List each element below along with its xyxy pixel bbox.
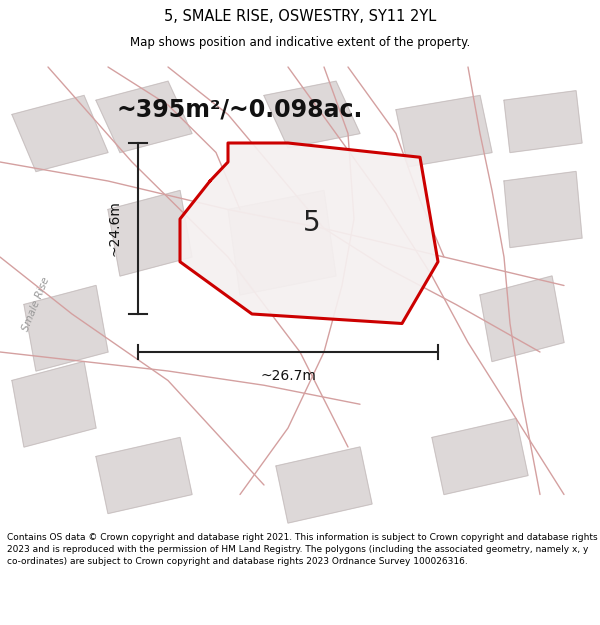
Text: 5, SMALE RISE, OSWESTRY, SY11 2YL: 5, SMALE RISE, OSWESTRY, SY11 2YL bbox=[164, 9, 436, 24]
Polygon shape bbox=[180, 143, 438, 324]
Polygon shape bbox=[396, 96, 492, 167]
Polygon shape bbox=[504, 171, 582, 248]
Text: ~26.7m: ~26.7m bbox=[260, 369, 316, 382]
Polygon shape bbox=[24, 286, 108, 371]
Text: Map shows position and indicative extent of the property.: Map shows position and indicative extent… bbox=[130, 36, 470, 49]
Polygon shape bbox=[504, 91, 582, 152]
Polygon shape bbox=[108, 191, 192, 276]
Polygon shape bbox=[264, 81, 360, 148]
Text: Contains OS data © Crown copyright and database right 2021. This information is : Contains OS data © Crown copyright and d… bbox=[7, 533, 598, 566]
Text: ~24.6m: ~24.6m bbox=[107, 201, 121, 256]
Text: ~395m²/~0.098ac.: ~395m²/~0.098ac. bbox=[117, 98, 363, 122]
Polygon shape bbox=[228, 191, 336, 295]
Polygon shape bbox=[96, 81, 192, 152]
Polygon shape bbox=[12, 361, 96, 447]
Text: 5: 5 bbox=[303, 209, 321, 237]
Polygon shape bbox=[12, 96, 108, 171]
Polygon shape bbox=[480, 276, 564, 361]
Polygon shape bbox=[432, 419, 528, 494]
Polygon shape bbox=[96, 438, 192, 514]
Text: Smale Rise: Smale Rise bbox=[20, 276, 52, 333]
Polygon shape bbox=[276, 447, 372, 523]
